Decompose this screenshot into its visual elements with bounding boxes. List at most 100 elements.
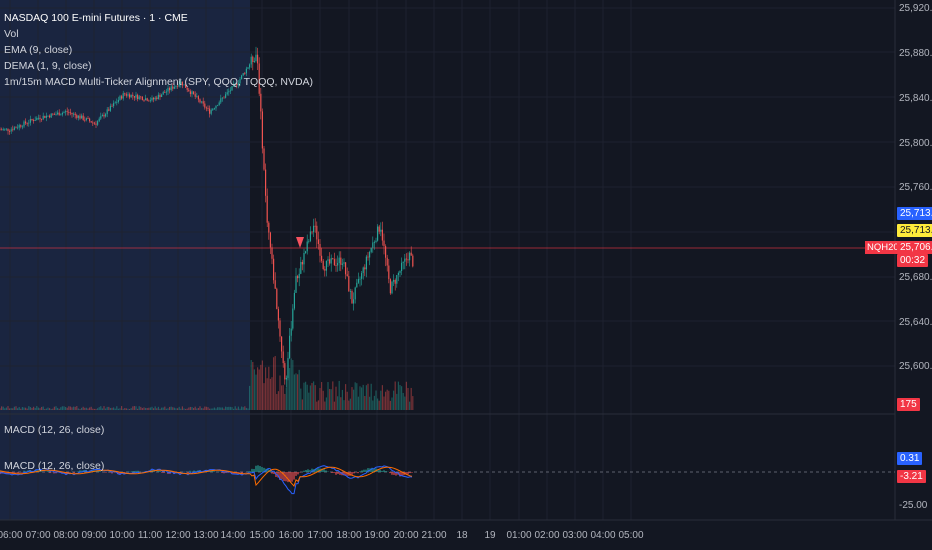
candle-body — [111, 105, 113, 107]
candle-body — [231, 86, 233, 91]
volume-bar — [329, 388, 331, 410]
volume-bar — [316, 401, 318, 410]
candle-body — [191, 91, 193, 95]
candle-body — [325, 260, 327, 271]
candle-body — [255, 54, 257, 62]
macd-overlay-title[interactable]: MACD (12, 26, close) — [4, 460, 105, 472]
volume-bar — [274, 356, 276, 410]
macd-histogram-bar — [381, 470, 383, 472]
volume-bar — [279, 375, 281, 410]
volume-bar — [393, 390, 395, 410]
candle-body — [103, 114, 105, 117]
volume-bar — [41, 406, 43, 410]
volume-bar — [183, 408, 185, 410]
volume-bar — [255, 374, 257, 410]
candle-body — [357, 279, 359, 283]
candle-body — [383, 240, 385, 247]
candle-body — [297, 276, 299, 279]
candle-body — [393, 279, 395, 282]
candle-body — [44, 115, 46, 118]
symbol-title[interactable]: NASDAQ 100 E-mini Futures · 1 · CME — [4, 12, 188, 24]
price-tick: 25,680.00 — [899, 272, 932, 283]
volume-bar — [44, 408, 46, 410]
macd-histogram-bar — [315, 468, 317, 472]
volume-bar — [33, 406, 35, 410]
candle-body — [309, 231, 311, 241]
candle-body — [52, 113, 54, 115]
candle-body — [354, 287, 356, 300]
candle-body — [31, 118, 33, 121]
candle-body — [2, 129, 4, 130]
candle-body — [55, 114, 57, 116]
volume-bar — [253, 369, 255, 410]
volume-bar — [410, 387, 412, 410]
volume-bar — [193, 408, 195, 410]
volume-bar — [385, 391, 387, 410]
indicator-ema[interactable]: EMA (9, close) — [4, 44, 73, 56]
candle-body — [66, 111, 68, 113]
macd-histogram-bar — [263, 467, 265, 472]
candle-body — [220, 98, 222, 103]
volume-bar — [49, 408, 51, 410]
macd-histogram-bar — [395, 472, 397, 476]
candle-body — [124, 93, 126, 95]
volume-bar — [207, 407, 209, 410]
grid-lines — [0, 0, 895, 520]
macd-histogram-bar — [361, 470, 363, 472]
candle-body — [105, 114, 107, 117]
volume-bar — [340, 397, 342, 410]
sell-signal-marker[interactable] — [296, 237, 304, 248]
candle-body — [295, 276, 297, 293]
indicator-volume[interactable]: Vol — [4, 28, 19, 40]
price-tick: 25,920.00 — [899, 3, 932, 14]
candle-body — [188, 89, 190, 92]
volume-bar — [42, 406, 44, 410]
volume-bar — [10, 408, 12, 410]
candle-body — [98, 118, 100, 122]
volume-bar — [202, 408, 204, 410]
macd-histogram-bar — [221, 472, 223, 474]
candle-body — [4, 128, 6, 130]
macd-histogram-bar — [323, 469, 325, 472]
candle-body — [186, 87, 188, 90]
candle-body — [127, 94, 129, 96]
candle-body — [5, 128, 7, 130]
macd-histogram-bar — [389, 472, 391, 474]
volume-bar — [297, 374, 299, 410]
volume-bar — [293, 374, 295, 410]
indicator-dema[interactable]: DEMA (1, 9, close) — [4, 60, 92, 72]
candle-body — [209, 108, 211, 114]
volume-bar — [269, 378, 271, 410]
volume-bar — [370, 383, 372, 410]
candle-body — [76, 115, 78, 118]
candle-body — [274, 280, 276, 289]
candle-body — [125, 94, 127, 96]
volume-bar — [261, 360, 263, 410]
macd-histogram-bar — [367, 468, 369, 472]
candle-body — [26, 123, 28, 125]
volume-bar — [361, 387, 363, 410]
macd-pane-title[interactable]: MACD (12, 26, close) — [4, 424, 105, 436]
candle-body — [177, 85, 179, 87]
macd-histogram-bar — [271, 472, 273, 474]
volume-bar — [133, 406, 135, 410]
macd-histogram-bar — [61, 472, 63, 474]
volume-bar — [28, 406, 30, 410]
candle-body — [175, 85, 177, 87]
volume-bar — [36, 406, 38, 410]
volume-bar — [405, 381, 407, 410]
volume-bar — [71, 407, 73, 410]
volume-bar — [68, 406, 70, 410]
volume-bar — [401, 386, 403, 410]
volume-bar — [233, 408, 235, 410]
volume-bar — [389, 400, 391, 410]
indicator-macd-alignment[interactable]: 1m/15m MACD Multi-Ticker Alignment (SPY,… — [4, 76, 314, 88]
volume-bar — [346, 391, 348, 410]
candle-body — [143, 100, 145, 101]
volume-bar — [373, 395, 375, 410]
volume-bar — [29, 407, 31, 410]
candle-body — [15, 127, 17, 129]
candle-body — [345, 262, 347, 275]
